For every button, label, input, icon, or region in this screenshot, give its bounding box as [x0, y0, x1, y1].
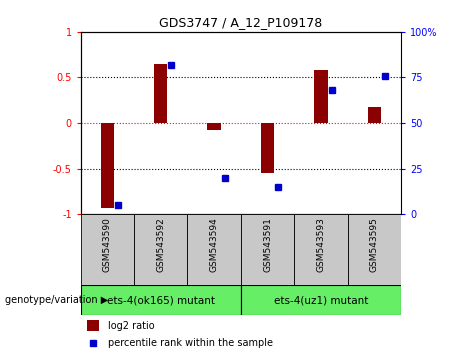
Text: GSM543594: GSM543594: [210, 217, 219, 272]
Text: GSM543595: GSM543595: [370, 217, 379, 272]
Bar: [87, 320, 99, 331]
Bar: [348, 214, 401, 285]
Text: ets-4(uz1) mutant: ets-4(uz1) mutant: [274, 295, 368, 305]
Title: GDS3747 / A_12_P109178: GDS3747 / A_12_P109178: [159, 16, 323, 29]
Text: ets-4(ok165) mutant: ets-4(ok165) mutant: [107, 295, 215, 305]
Text: genotype/variation ▶: genotype/variation ▶: [5, 295, 108, 305]
Bar: [188, 214, 241, 285]
Text: percentile rank within the sample: percentile rank within the sample: [108, 338, 273, 348]
Bar: [81, 285, 241, 315]
Bar: [134, 214, 188, 285]
Text: GSM543592: GSM543592: [156, 217, 165, 272]
Text: GSM543590: GSM543590: [103, 217, 112, 272]
Bar: [261, 123, 274, 173]
Bar: [81, 214, 134, 285]
Bar: [294, 214, 348, 285]
Bar: [241, 214, 294, 285]
Text: GSM543591: GSM543591: [263, 217, 272, 272]
Bar: [100, 123, 114, 208]
Bar: [207, 123, 221, 130]
Bar: [368, 107, 381, 123]
Text: log2 ratio: log2 ratio: [108, 321, 155, 331]
Text: GSM543593: GSM543593: [316, 217, 325, 272]
Bar: [154, 64, 167, 123]
Bar: [241, 285, 401, 315]
Bar: [314, 70, 328, 123]
